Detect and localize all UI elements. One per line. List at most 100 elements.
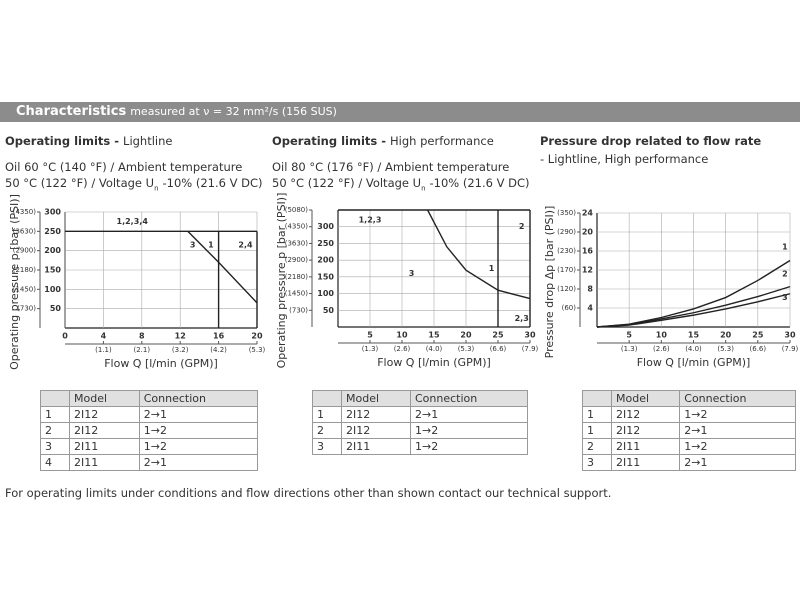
x2-tick-label: (4.0) <box>426 345 443 353</box>
x-tick-label: 12 <box>175 332 186 341</box>
y2-tick-label: (60) <box>562 304 577 312</box>
table-cell: 2I11 <box>610 454 681 471</box>
table-row: 2 2I12 1→2 <box>40 422 259 439</box>
table-cell: 4 <box>40 454 70 471</box>
table-cell: 2I11 <box>69 454 140 471</box>
table-row: 3 2I11 1→2 <box>40 438 259 455</box>
y2-tick-label: (230) <box>557 247 576 255</box>
x-tick-label: 4 <box>101 332 107 341</box>
curve-label: 2,3 <box>515 314 529 323</box>
x2-tick-label: (4.0) <box>685 345 702 353</box>
conditions: Oil 80 °C (176 °F) / Ambient temperature… <box>272 159 530 196</box>
y-tick-label: 150 <box>317 272 334 281</box>
x-tick-label: 0 <box>62 332 68 341</box>
condition-line: 50 °C (122 °F) / Voltage Un -10% (21.6 V … <box>5 175 263 196</box>
x-tick-label: 25 <box>492 331 504 340</box>
table-cell: 1 <box>40 406 70 423</box>
panel-title-note: Lightline <box>123 134 173 148</box>
condition-line: Oil 80 °C (176 °F) / Ambient temperature <box>272 160 510 174</box>
table-header-cell: Model <box>69 390 140 407</box>
y-tick-label: 4 <box>587 304 593 313</box>
table-row: 1 2I12 2→1 <box>40 406 259 423</box>
y2-tick-label: (290) <box>557 228 576 236</box>
x2-tick-label: (2.1) <box>133 346 150 354</box>
x2-tick-label: (5.3) <box>458 345 475 353</box>
y2-tick-label: (2180) <box>13 266 37 274</box>
y-tick-label: 250 <box>44 227 61 236</box>
conditions: Oil 60 °C (140 °F) / Ambient temperature… <box>5 159 263 196</box>
table-row: 1 2I12 2→1 <box>312 406 528 423</box>
x-axis-label: Flow Q [l/min (GPM)] <box>637 356 751 369</box>
y-tick-label: 16 <box>582 247 594 256</box>
condition-subscript: n <box>154 184 159 193</box>
curve-label: 3 <box>409 269 415 278</box>
header-title: Characteristics <box>16 104 127 119</box>
curve-label: 2 <box>519 222 525 231</box>
x2-tick-label: (1.3) <box>362 345 379 353</box>
y2-tick-label: (350) <box>557 209 576 217</box>
condition-text: -10% (21.6 V DC) <box>429 176 530 190</box>
panel-title-bold: Pressure drop related to flow rate <box>540 134 762 148</box>
x-tick-label: 10 <box>396 331 408 340</box>
table-row: 4 2I11 2→1 <box>40 454 259 471</box>
y-tick-label: 300 <box>44 208 61 217</box>
panel-title-note: - Lightline, High performance <box>540 152 709 166</box>
y-tick-label: 300 <box>317 222 334 231</box>
curve-label: 3 <box>782 293 788 302</box>
curve-label: 1,2,3,4 <box>117 217 149 226</box>
x2-tick-label: (2.6) <box>653 345 670 353</box>
panel-title-bold: Operating limits - <box>5 134 120 148</box>
x-tick-label: 20 <box>251 332 263 341</box>
table-cell: 2→1 <box>679 454 796 471</box>
condition-subscript: n <box>421 184 426 193</box>
x-tick-label: 5 <box>626 331 632 340</box>
y2-tick-label: (120) <box>557 285 576 293</box>
y2-tick-label: (2900) <box>285 256 309 264</box>
x-tick-label: 10 <box>656 331 668 340</box>
table-header-cell: Connection <box>410 390 528 407</box>
table-cell: 2I12 <box>341 422 411 439</box>
table: Model Connection 1 2I12 1→2 1 2I12 2→1 2 2I11 1→2 3… <box>582 390 796 471</box>
table-header-cell: Model <box>341 390 411 407</box>
y2-tick-label: (2900) <box>13 247 37 255</box>
condition-line: Oil 60 °C (140 °F) / Ambient temperature <box>5 160 243 174</box>
x-axis-label: Flow Q [l/min (GPM)] <box>104 357 218 370</box>
table-row: 3 2I11 1→2 <box>312 438 528 455</box>
table-header-cell: Connection <box>679 390 796 407</box>
table-header-row: Model Connection <box>40 390 259 407</box>
x-tick-label: 15 <box>688 331 700 340</box>
table-cell: 3 <box>312 438 342 455</box>
x2-tick-label: (2.6) <box>394 345 411 353</box>
table-header-cell <box>312 390 342 407</box>
x-tick-label: 25 <box>752 331 764 340</box>
x-tick-label: 5 <box>367 331 373 340</box>
y-tick-label: 50 <box>50 304 62 313</box>
condition-line: 50 °C (122 °F) / Voltage Un -10% (21.6 V … <box>272 175 530 196</box>
y2-tick-label: (5080) <box>285 206 309 214</box>
y2-tick-label: (170) <box>557 266 576 274</box>
x2-tick-label: (7.9) <box>782 345 799 353</box>
footnote: For operating limits under conditions an… <box>5 486 612 500</box>
y-tick-label: 200 <box>317 256 334 265</box>
table-cell: 2→1 <box>679 422 796 439</box>
y2-tick-label: (1450) <box>285 290 309 298</box>
y-tick-label: 150 <box>44 266 61 275</box>
table-header-row: Model Connection <box>312 390 528 407</box>
x-tick-label: 20 <box>460 331 472 340</box>
y-tick-label: 24 <box>582 209 594 218</box>
curve-label: 1,2,3 <box>359 216 382 225</box>
x-axis-label: Flow Q [l/min (GPM)] <box>377 356 491 369</box>
table-cell: 2I11 <box>341 438 411 455</box>
x2-tick-label: (3.2) <box>172 346 189 354</box>
y-tick-label: 250 <box>317 239 334 248</box>
curve-label: 1 <box>489 264 495 273</box>
panel-title-note: High performance <box>390 134 494 148</box>
header-bar: Characteristics measured at ν = 32 mm²/s … <box>0 102 800 122</box>
curve-label: 2 <box>782 269 788 278</box>
x2-tick-label: (6.6) <box>750 345 767 353</box>
y2-tick-label: (3630) <box>13 227 37 235</box>
x-tick-label: 8 <box>139 332 145 341</box>
x-tick-label: 30 <box>784 331 796 340</box>
table-cell: 2I12 <box>69 406 140 423</box>
